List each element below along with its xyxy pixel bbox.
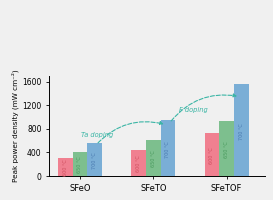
Bar bbox=[234, 84, 249, 176]
Bar bbox=[73, 152, 87, 176]
Bar bbox=[87, 143, 102, 176]
Bar bbox=[131, 150, 146, 176]
Text: 600 °C: 600 °C bbox=[63, 159, 68, 176]
Bar bbox=[146, 140, 161, 176]
Y-axis label: Peak power density (mW cm⁻²): Peak power density (mW cm⁻²) bbox=[12, 70, 19, 182]
Bar bbox=[58, 158, 73, 176]
Bar bbox=[161, 120, 175, 176]
Text: 650 °C: 650 °C bbox=[224, 141, 229, 158]
Text: Ta doping: Ta doping bbox=[81, 132, 114, 138]
Text: 700 °C: 700 °C bbox=[165, 141, 170, 158]
Text: 650 °C: 650 °C bbox=[78, 156, 82, 173]
Text: 600 °C: 600 °C bbox=[136, 155, 141, 172]
Bar bbox=[205, 133, 219, 176]
Text: F doping: F doping bbox=[179, 107, 208, 113]
Text: 700 °C: 700 °C bbox=[92, 152, 97, 169]
Bar bbox=[219, 121, 234, 176]
Text: 650 °C: 650 °C bbox=[151, 150, 156, 167]
Text: 700 °C: 700 °C bbox=[239, 123, 244, 140]
Text: 600 °C: 600 °C bbox=[209, 147, 215, 164]
